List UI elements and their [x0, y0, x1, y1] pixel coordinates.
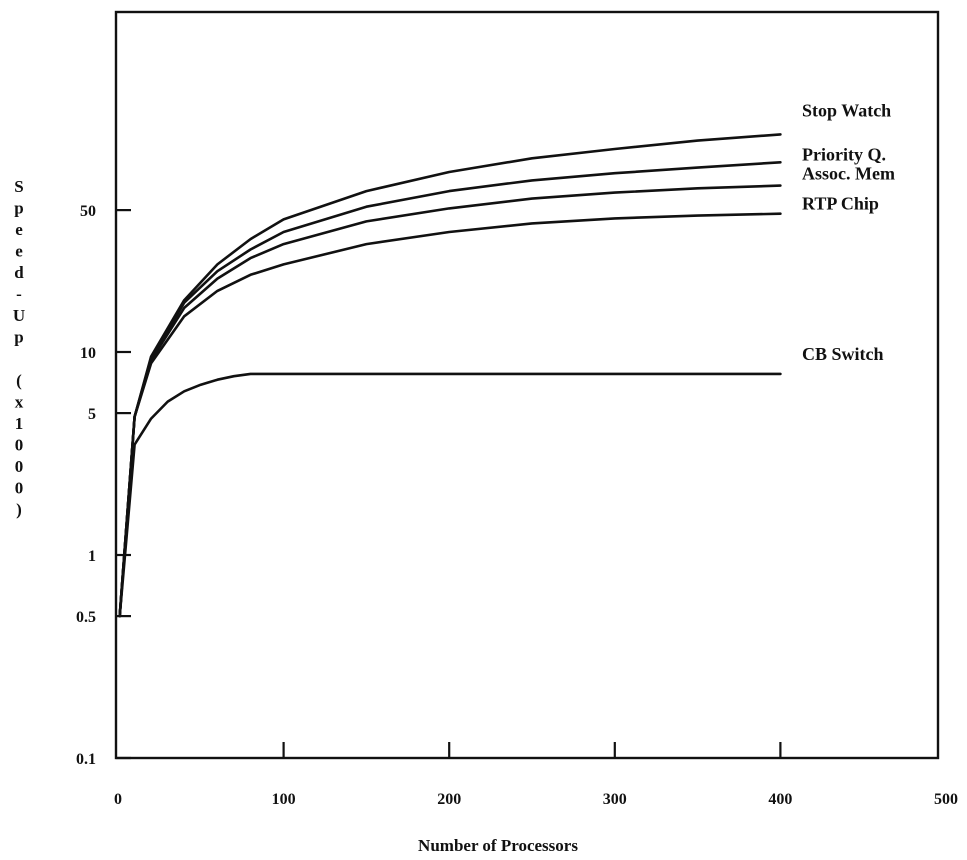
series-lines: [118, 133, 782, 618]
series-line-stop-watch: [118, 133, 782, 618]
y-title-char: e: [15, 242, 23, 261]
y-title-char: 0: [15, 479, 24, 498]
y-title-char: x: [15, 393, 24, 412]
y-title-char: p: [14, 199, 23, 218]
series-label-rtp-chip: RTP Chip: [802, 194, 879, 214]
y-title-char: -: [16, 285, 22, 304]
y-title-char: ): [16, 500, 22, 519]
x-tick-label: 300: [603, 791, 627, 808]
y-tick-label: 50: [80, 203, 96, 220]
y-title-char: d: [14, 263, 24, 282]
series-line-cb-switch: [118, 372, 782, 618]
x-tick-label: 200: [437, 791, 461, 808]
y-tick-label: 5: [88, 406, 96, 423]
series-label-assoc-mem: Assoc. Mem: [802, 164, 895, 184]
y-title-char: 1: [15, 414, 24, 433]
x-tick-label: 0: [114, 791, 122, 808]
series-label-priority-q: Priority Q.: [802, 144, 886, 164]
y-title-char: S: [14, 177, 23, 196]
y-tick-label: 0.1: [76, 751, 96, 768]
series-line-assoc-mem: [118, 184, 782, 618]
y-title-char: e: [15, 220, 23, 239]
y-title-char: 0: [15, 436, 24, 455]
plot-frame: [114, 10, 940, 760]
y-tick-label: 10: [80, 345, 96, 362]
series-label-stop-watch: Stop Watch: [802, 100, 891, 120]
series-labels: Stop Watch Priority Q.Assoc. Mem RTP Chip C…: [802, 100, 895, 363]
y-title-char: 0: [15, 457, 24, 476]
series-label-cb-switch: CB Switch: [802, 344, 884, 364]
y-tick-label: 0.5: [76, 609, 96, 626]
y-title-char: p: [14, 328, 23, 347]
y-title-char: (: [16, 371, 22, 390]
x-tick-label: 400: [768, 791, 792, 808]
series-line-priority-q: [118, 161, 782, 618]
series-line-rtp-chip: [118, 212, 782, 618]
y-tick-label: 1: [88, 548, 96, 565]
y-title-char: U: [13, 306, 25, 325]
x-axis-title: Number of Processors: [418, 836, 578, 855]
x-tick-label: 100: [272, 791, 296, 808]
x-tick-label: 500: [934, 791, 958, 808]
